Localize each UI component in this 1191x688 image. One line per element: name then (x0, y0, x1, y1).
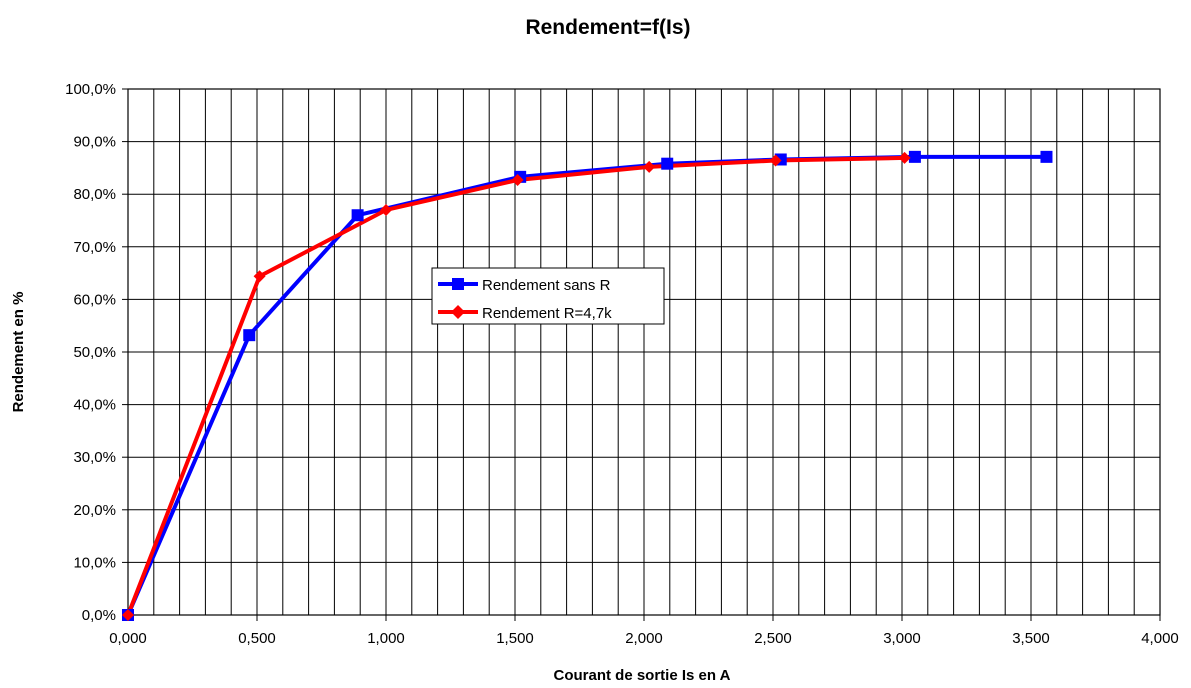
y-tick-label: 70,0% (73, 239, 116, 256)
y-tick-label: 60,0% (73, 291, 116, 308)
legend-marker-rendement-sans-r (452, 278, 464, 290)
y-tick-label: 0,0% (82, 607, 116, 624)
y-axis-title: Rendement en % (10, 292, 27, 413)
data-point-rendement-r-4-7k (643, 160, 656, 173)
y-tick-label: 50,0% (73, 344, 116, 361)
data-point-rendement-sans-r (243, 329, 256, 342)
y-tick-label: 20,0% (73, 502, 116, 519)
y-tick-label: 40,0% (73, 397, 116, 414)
data-point-rendement-r-4-7k (122, 609, 134, 621)
x-axis-title: Courant de sortie Is en A (554, 667, 731, 684)
y-tick-label: 30,0% (73, 449, 116, 466)
x-tick-label: 0,500 (238, 630, 276, 647)
x-tick-label: 2,000 (625, 630, 663, 647)
data-point-rendement-r-4-7k (380, 203, 392, 216)
x-tick-label: 3,000 (883, 630, 921, 647)
data-point-rendement-sans-r (1040, 150, 1053, 163)
x-tick-label: 2,500 (754, 630, 792, 647)
legend-marker-rendement-r-4-7k (451, 305, 465, 319)
y-tick-label: 10,0% (73, 554, 116, 571)
legend-label-rendement-r-4-7k: Rendement R=4,7k (482, 305, 612, 322)
y-tick-label: 90,0% (73, 134, 116, 151)
data-point-rendement-r-4-7k (898, 151, 911, 164)
legend: Rendement sans R Rendement R=4,7k (431, 267, 665, 325)
y-tick-label: 80,0% (73, 186, 116, 203)
legend-label-rendement-sans-r: Rendement sans R (482, 277, 611, 294)
x-tick-label: 0,000 (109, 630, 147, 647)
grid (128, 89, 1160, 615)
x-tick-label: 4,000 (1141, 630, 1179, 647)
data-point-rendement-sans-r (908, 150, 921, 163)
series-line-rendement-sans-r (126, 154, 1047, 616)
data-point-rendement-sans-r (661, 157, 674, 170)
y-axis-ticks: 0,0% 10,0% 20,0% 30,0% 40,0% 50,0% 60,0% 70,0% 8… (65, 81, 128, 624)
data-point-rendement-r-4-7k (769, 154, 782, 167)
series-line-rendement-r-4-7k (126, 155, 905, 616)
x-tick-label: 1,000 (367, 630, 405, 647)
x-axis-ticks: 0,000 0,500 1,000 1,500 2,000 2,500 3,000 3,500… (109, 615, 1179, 647)
x-tick-label: 3,500 (1012, 630, 1050, 647)
data-point-rendement-r-4-7k (253, 270, 266, 283)
x-tick-label: 1,500 (496, 630, 534, 647)
legend-box (431, 267, 665, 325)
chart-title: Rendement=f(Is) (525, 16, 690, 39)
series-layer (122, 150, 1053, 621)
data-point-rendement-r-4-7k (511, 173, 524, 186)
y-tick-label: 100,0% (65, 81, 116, 98)
data-point-rendement-sans-r (351, 209, 364, 222)
